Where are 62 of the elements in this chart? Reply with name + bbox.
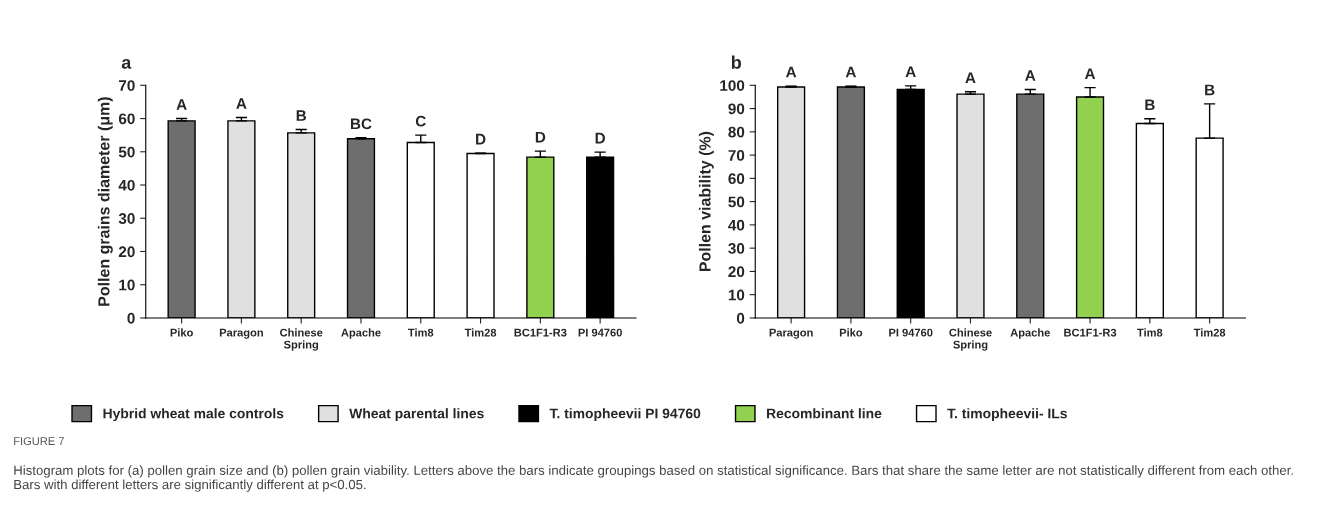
- y-tick-label: 70: [119, 80, 135, 91]
- y-tick-label: 60: [118, 113, 135, 125]
- x-tick-label: Tim28: [464, 328, 497, 337]
- x-tick-label: Tim8: [408, 328, 434, 337]
- x-tick-label: Tim28: [1193, 328, 1226, 337]
- annotation: C: [415, 115, 426, 127]
- x-tick-label: Paragon: [769, 328, 813, 339]
- y-axis-title: Pollen grains diameter (μm): [97, 97, 113, 306]
- y-tick-label: 0: [736, 312, 745, 324]
- legend-label: Recombinant line: [767, 408, 882, 419]
- y-tick-label: 90: [728, 103, 745, 115]
- legend-label: Hybrid wheat male controls: [103, 408, 284, 422]
- x-tick-label: Chinese Spring: [949, 328, 992, 351]
- x-tick-label: Apache: [341, 328, 381, 339]
- annotation: A: [785, 66, 797, 78]
- y-tick-label: 40: [118, 179, 135, 191]
- y-axis-title: Pollen viability (%): [698, 131, 714, 272]
- x-tick-label: Piko: [170, 328, 193, 337]
- annotation: D: [476, 133, 486, 145]
- annotation: A: [236, 98, 247, 109]
- annotation: A: [905, 66, 916, 78]
- annotation: A: [1025, 70, 1036, 81]
- chart-title: b: [731, 55, 742, 69]
- annotation: B: [1145, 99, 1155, 111]
- y-tick-label: 20: [728, 266, 745, 278]
- annotation: A: [1084, 68, 1096, 79]
- annotation: D: [535, 131, 546, 143]
- legend-label: T. timopheevii- ILs: [947, 408, 1067, 422]
- y-tick-label: 80: [728, 126, 745, 138]
- y-tick-label: 10: [119, 279, 135, 291]
- legend-label: Wheat parental lines: [349, 408, 484, 422]
- y-tick-label: 30: [118, 213, 135, 224]
- y-tick-label: 10: [728, 289, 745, 301]
- x-tick-label: Apache: [1010, 328, 1050, 339]
- y-tick-label: 20: [118, 246, 135, 258]
- annotation: A: [845, 66, 857, 78]
- x-tick-label: PI 94760: [578, 328, 622, 337]
- annotation: D: [595, 132, 605, 144]
- annotation: A: [176, 99, 187, 110]
- y-tick-label: 60: [728, 173, 745, 185]
- chart-title: a: [121, 58, 132, 69]
- annotation: BC: [350, 118, 372, 130]
- y-tick-label: 100: [720, 80, 745, 91]
- y-tick-label: 70: [728, 149, 745, 161]
- x-tick-label: Piko: [839, 328, 863, 337]
- x-tick-label: PI 94760: [889, 328, 933, 337]
- y-tick-label: 50: [118, 146, 135, 158]
- y-tick-label: 30: [728, 243, 745, 254]
- annotation: B: [296, 110, 307, 121]
- text: Histogram plots for (a) pollen grain size and (b) pollen grain viability. Letters above the bars indicate groupings based on statistical significance. Bars that share the same letter are not statistically different from each other. Bars with different letters are significantly different at p<0.05.: [14, 465, 1293, 492]
- x-tick-label: BC1F1-R3: [1064, 328, 1117, 337]
- annotation: B: [1205, 84, 1215, 96]
- y-tick-label: 0: [127, 312, 135, 324]
- annotation: A: [965, 72, 976, 84]
- x-tick-label: Chinese Spring: [280, 328, 323, 351]
- caption: FIGURE 7: [14, 437, 64, 446]
- x-tick-label: Paragon: [219, 328, 263, 339]
- y-tick-label: 40: [728, 219, 745, 231]
- x-tick-label: Tim8: [1137, 328, 1163, 337]
- x-tick-label: BC1F1-R3: [514, 328, 567, 337]
- y-tick-label: 50: [728, 196, 745, 208]
- legend-label: T. timopheevii PI 94760: [549, 408, 701, 422]
